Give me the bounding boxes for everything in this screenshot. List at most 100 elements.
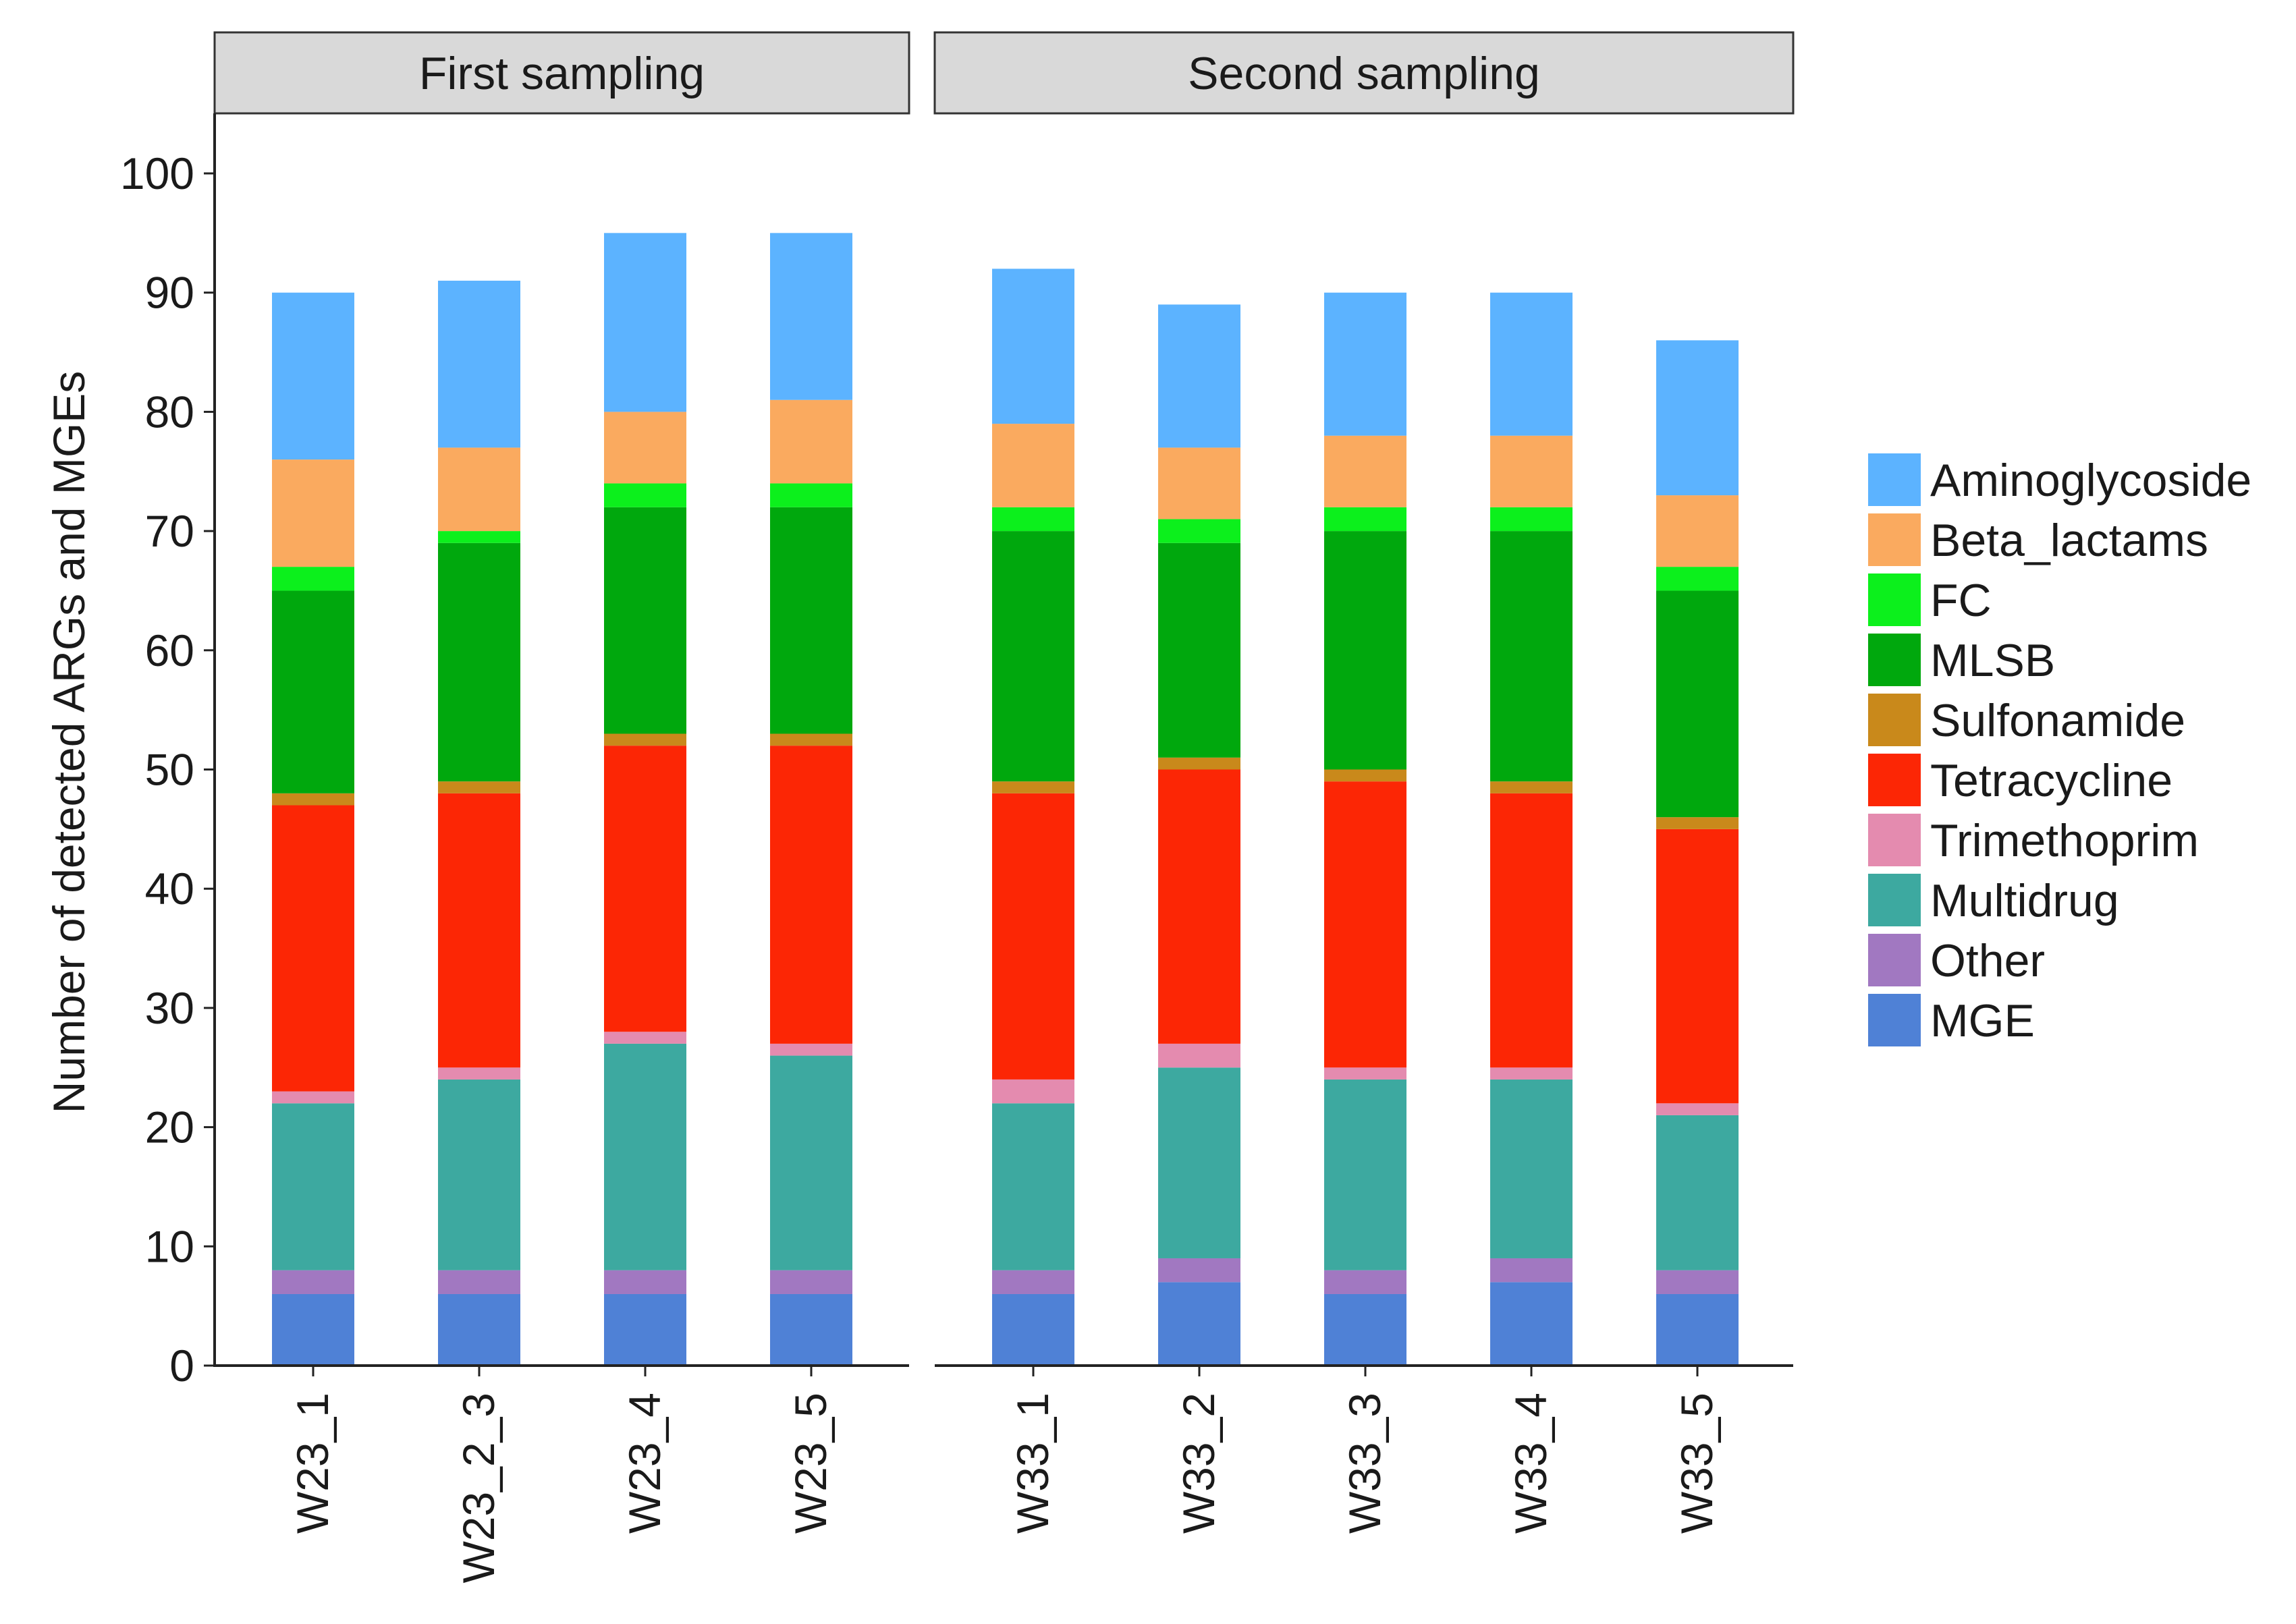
bar-segment-tetracycline — [438, 793, 520, 1068]
bar-segment-aminoglycoside — [1490, 292, 1573, 436]
y-tick-label: 70 — [145, 506, 194, 556]
bar-segment-beta-lactams — [1490, 435, 1573, 507]
bar-segment-aminoglycoside — [438, 281, 520, 448]
bar-segment-other — [438, 1270, 520, 1294]
bar-w23-2-3 — [438, 281, 520, 1366]
panel-title: Second sampling — [1188, 48, 1540, 99]
bar-w23-5 — [770, 233, 852, 1366]
legend-swatch — [1868, 754, 1921, 806]
bar-segment-sulfonamide — [1158, 757, 1240, 770]
legend-item-mge: MGE — [1868, 994, 2035, 1046]
x-tick-label: W23_4 — [620, 1393, 669, 1534]
bar-segment-tetracycline — [604, 746, 686, 1032]
bar-segment-fc — [1324, 507, 1406, 532]
bar-segment-other — [1490, 1258, 1573, 1283]
bar-segment-aminoglycoside — [992, 269, 1074, 424]
bar-segment-fc — [770, 483, 852, 507]
bar-segment-sulfonamide — [1490, 781, 1573, 793]
bar-segment-tetracycline — [272, 805, 354, 1092]
bar-segment-tetracycline — [1158, 769, 1240, 1044]
bar-segment-aminoglycoside — [770, 233, 852, 400]
legend-label: Other — [1930, 935, 2045, 986]
bar-segment-sulfonamide — [604, 733, 686, 746]
legend-label: MLSB — [1930, 635, 2055, 686]
y-tick-label: 100 — [120, 148, 194, 198]
bar-segment-beta-lactams — [604, 412, 686, 484]
bar-segment-sulfonamide — [438, 781, 520, 793]
legend-label: Multidrug — [1930, 875, 2119, 926]
panel-title: First sampling — [419, 48, 705, 99]
legend-label: Aminoglycoside — [1930, 455, 2251, 506]
bar-segment-multidrug — [992, 1103, 1074, 1270]
bar-segment-beta-lactams — [1158, 447, 1240, 520]
panels-layer: First sampling W23_1 W23_2_3 W23_4 W23_5 Seco… — [213, 31, 1795, 1584]
legend-swatch — [1868, 573, 1921, 626]
legend-swatch — [1868, 453, 1921, 506]
bar-segment-multidrug — [438, 1079, 520, 1270]
y-tick-label: 0 — [169, 1341, 194, 1391]
bar-segment-other — [992, 1270, 1074, 1294]
bar-segment-multidrug — [272, 1103, 354, 1270]
bar-segment-mge — [770, 1293, 852, 1366]
legend-swatch — [1868, 874, 1921, 926]
bar-w33-2 — [1158, 304, 1240, 1366]
bar-segment-other — [1324, 1270, 1406, 1294]
panel-first-sampling: First sampling W23_1 W23_2_3 W23_4 W23_5 — [213, 31, 910, 1584]
x-tick-label: W33_2 — [1174, 1393, 1224, 1534]
bar-w33-5 — [1656, 340, 1739, 1366]
bar-segment-mlsb — [1656, 590, 1739, 818]
y-tick-label: 60 — [145, 625, 194, 675]
bar-segment-trimethoprim — [1490, 1067, 1573, 1080]
legend-swatch — [1868, 634, 1921, 686]
bar-segment-beta-lactams — [1656, 495, 1739, 567]
legend-item-multidrug: Multidrug — [1868, 874, 2119, 926]
bar-segment-mlsb — [1490, 531, 1573, 782]
y-axis-title: Number of detected ARGs and MGEs — [44, 371, 94, 1114]
y-tick-label: 90 — [145, 268, 194, 318]
x-tick-label: W23_5 — [786, 1393, 836, 1534]
legend-swatch — [1868, 994, 1921, 1046]
x-tick-label: W33_3 — [1340, 1393, 1390, 1534]
bar-segment-other — [770, 1270, 852, 1294]
bar-segment-mlsb — [438, 542, 520, 782]
y-tick-label: 20 — [145, 1102, 194, 1152]
bar-segment-aminoglycoside — [1324, 292, 1406, 436]
legend-item-trimethoprim: Trimethoprim — [1868, 814, 2199, 866]
bar-segment-beta-lactams — [272, 459, 354, 567]
panel-strip — [933, 31, 1795, 115]
x-tick-label: W33_5 — [1672, 1393, 1722, 1534]
legend-label: Sulfonamide — [1930, 695, 2185, 746]
bar-segment-mge — [992, 1293, 1074, 1366]
bar-segment-beta-lactams — [992, 424, 1074, 507]
bar-segment-beta-lactams — [770, 399, 852, 484]
bar-segment-mge — [438, 1293, 520, 1366]
bar-segment-mge — [1324, 1293, 1406, 1366]
bar-segment-fc — [604, 483, 686, 507]
x-tick-label: W23_2_3 — [454, 1393, 503, 1584]
bar-segment-tetracycline — [1490, 793, 1573, 1068]
bar-segment-trimethoprim — [438, 1067, 520, 1080]
bar-segment-sulfonamide — [1324, 769, 1406, 782]
bar-w33-1 — [992, 269, 1074, 1366]
legend-label: Trimethoprim — [1930, 815, 2199, 866]
bar-segment-multidrug — [1656, 1115, 1739, 1270]
bar-segment-mlsb — [604, 507, 686, 734]
legend-item-fc: FC — [1868, 573, 1992, 626]
bar-segment-trimethoprim — [770, 1043, 852, 1056]
bar-segment-sulfonamide — [1656, 817, 1739, 829]
legend-item-beta-lactams: Beta_lactams — [1868, 513, 2208, 566]
legend-item-tetracycline: Tetracycline — [1868, 754, 2172, 806]
x-tick-label: W23_1 — [288, 1393, 337, 1534]
y-axis: 0 10 20 30 40 50 60 70 80 90 100 — [120, 113, 216, 1391]
legend-item-aminoglycoside: Aminoglycoside — [1868, 453, 2251, 506]
legend-swatch — [1868, 934, 1921, 986]
bar-segment-fc — [438, 531, 520, 543]
bar-segment-trimethoprim — [1158, 1043, 1240, 1068]
bar-segment-tetracycline — [1324, 781, 1406, 1068]
legend-item-sulfonamide: Sulfonamide — [1868, 694, 2185, 746]
bar-segment-sulfonamide — [992, 781, 1074, 793]
legend: Aminoglycoside Beta_lactams FC MLSB Sulfonam… — [1868, 453, 2251, 1046]
x-tick-label: W33_1 — [1008, 1393, 1058, 1534]
bar-segment-mlsb — [992, 531, 1074, 782]
legend-item-other: Other — [1868, 934, 2045, 986]
